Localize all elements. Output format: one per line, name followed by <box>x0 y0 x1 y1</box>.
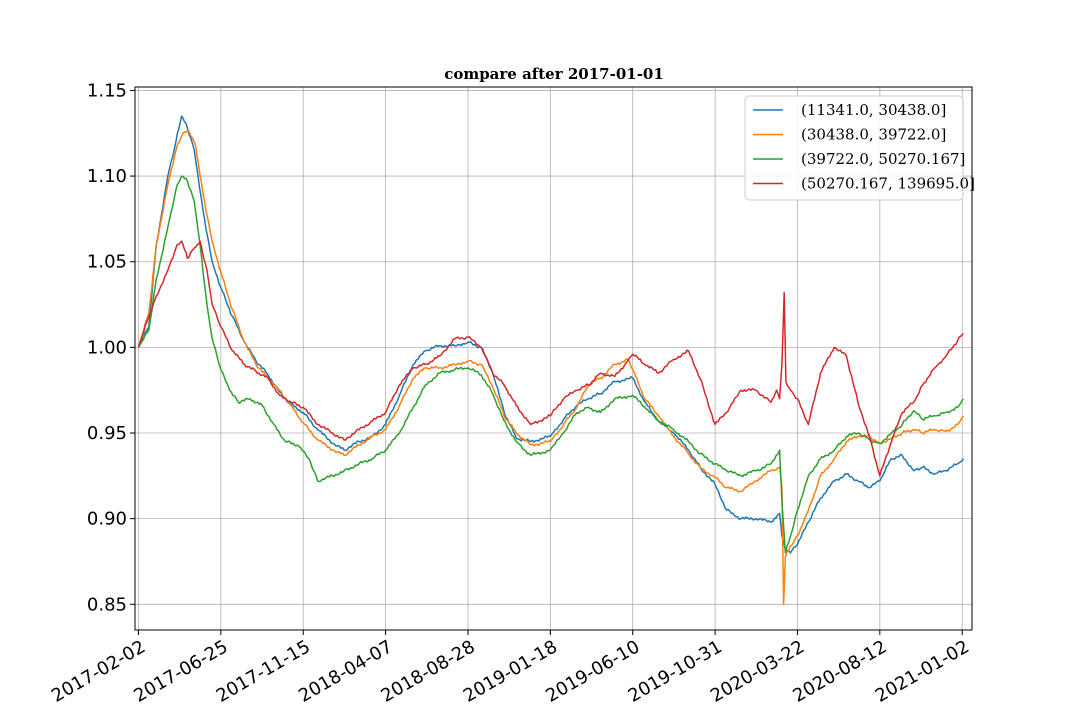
y-tick-label: 0.85 <box>87 594 127 615</box>
chart-title: compare after 2017-01-01 <box>444 65 664 83</box>
legend-box <box>744 95 964 201</box>
legend: (11341.0, 30438.0] (30438.0, 39722.0] (397… <box>744 95 975 201</box>
y-tick-label: 0.90 <box>87 509 127 530</box>
series-line <box>137 175 964 554</box>
y-axis: 0.85 0.90 0.95 1.00 1.05 1.10 1.15 <box>87 80 135 615</box>
x-axis: 2017-02-022017-06-252017-11-152018-04-07… <box>48 630 973 707</box>
y-tick-label: 0.95 <box>87 423 127 444</box>
plot-frame <box>134 86 973 631</box>
series-line <box>137 129 965 606</box>
y-tick-label: 1.10 <box>87 166 127 187</box>
legend-label: (39722.0, 50270.167] <box>801 150 965 168</box>
x-tick-label: 2021-01-02 <box>872 636 973 706</box>
y-tick-label: 1.15 <box>87 80 127 101</box>
y-tick-label: 1.05 <box>87 252 127 273</box>
plot-area <box>137 115 965 606</box>
gridlines <box>135 87 972 630</box>
y-tick-label: 1.00 <box>87 337 127 358</box>
series-line <box>137 240 964 477</box>
legend-label: (11341.0, 30438.0] <box>801 101 946 119</box>
legend-label: (50270.167, 139695.0] <box>801 175 975 193</box>
legend-label: (30438.0, 39722.0] <box>801 126 946 144</box>
